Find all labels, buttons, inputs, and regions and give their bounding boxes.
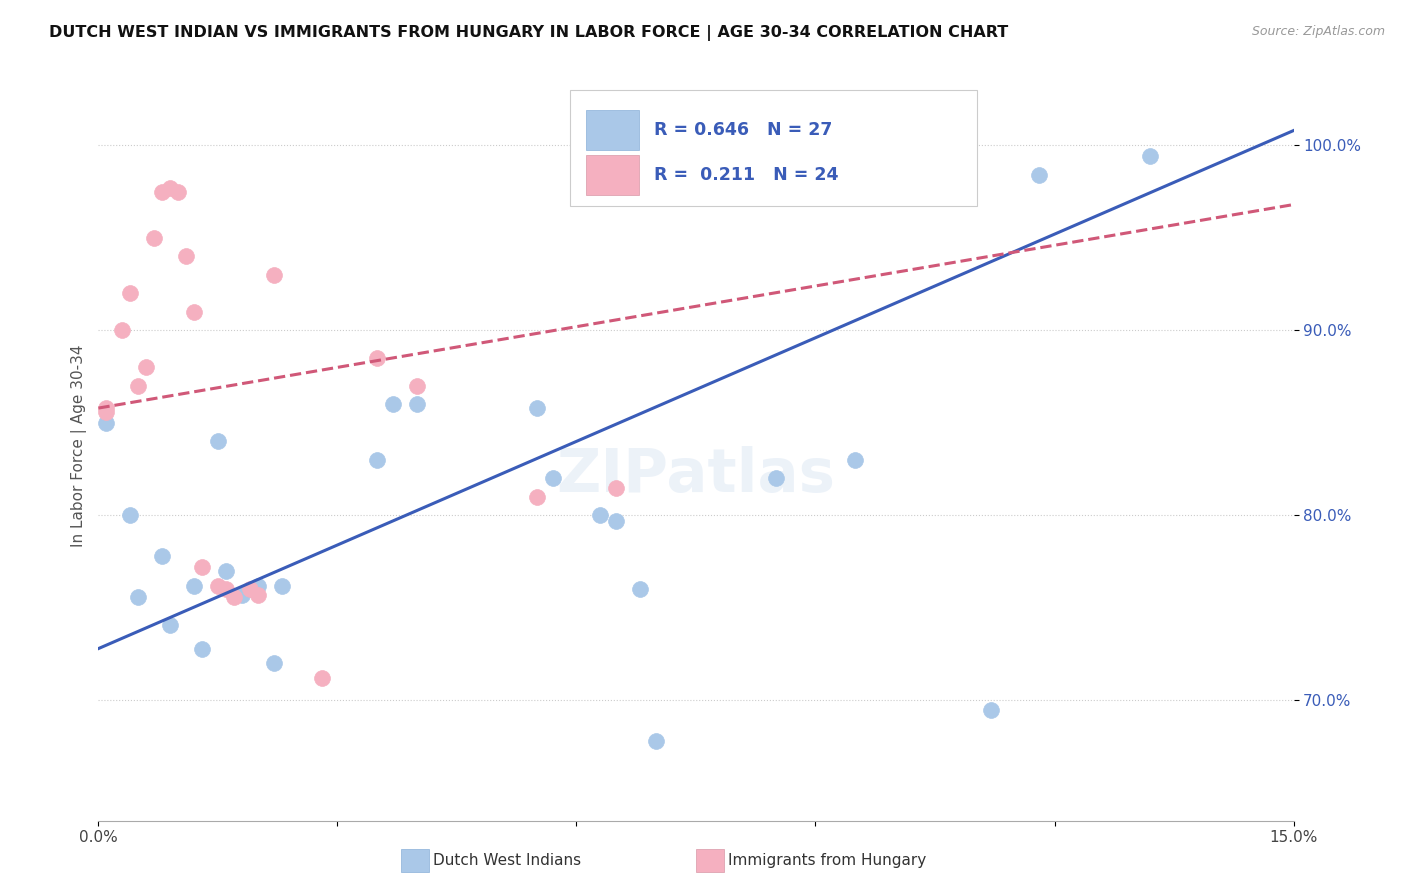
Point	[159, 181, 181, 195]
Point	[246, 579, 269, 593]
Point	[120, 286, 142, 301]
Point	[96, 405, 118, 419]
Point	[120, 508, 142, 523]
Point	[628, 582, 651, 597]
Point	[1139, 149, 1161, 163]
Point	[270, 579, 292, 593]
Point	[159, 617, 181, 632]
Point	[231, 588, 253, 602]
Point	[645, 734, 668, 748]
FancyBboxPatch shape	[586, 154, 638, 195]
Point	[222, 590, 245, 604]
Point	[215, 564, 238, 578]
Point	[246, 588, 269, 602]
Point	[366, 453, 388, 467]
Point	[239, 582, 262, 597]
Point	[191, 641, 214, 656]
Point	[183, 579, 205, 593]
Point	[215, 582, 238, 597]
Point	[406, 397, 429, 411]
Point	[1028, 168, 1050, 182]
FancyBboxPatch shape	[571, 90, 977, 206]
Point	[96, 416, 118, 430]
Point	[174, 249, 197, 263]
Point	[143, 231, 166, 245]
Point	[135, 360, 157, 375]
Point	[765, 471, 787, 485]
Text: Dutch West Indians: Dutch West Indians	[433, 854, 581, 868]
Point	[406, 379, 429, 393]
Point	[366, 351, 388, 365]
Point	[111, 323, 134, 337]
Point	[605, 481, 627, 495]
Text: R =  0.211   N = 24: R = 0.211 N = 24	[654, 166, 838, 184]
Point	[844, 453, 866, 467]
Point	[311, 671, 333, 685]
Point	[167, 185, 190, 199]
Point	[127, 590, 149, 604]
Point	[183, 305, 205, 319]
Text: R = 0.646   N = 27: R = 0.646 N = 27	[654, 120, 832, 139]
Point	[541, 471, 564, 485]
Point	[526, 490, 548, 504]
Point	[150, 185, 173, 199]
Point	[96, 401, 118, 415]
Point	[263, 268, 285, 282]
Text: ZIPatlas: ZIPatlas	[557, 447, 835, 506]
FancyBboxPatch shape	[586, 110, 638, 150]
Text: Source: ZipAtlas.com: Source: ZipAtlas.com	[1251, 25, 1385, 38]
Point	[605, 514, 627, 528]
Point	[382, 397, 405, 411]
Point	[589, 508, 612, 523]
Point	[263, 657, 285, 671]
Point	[191, 560, 214, 574]
Point	[526, 401, 548, 415]
Point	[980, 703, 1002, 717]
Point	[207, 579, 229, 593]
Point	[207, 434, 229, 449]
Point	[127, 379, 149, 393]
Text: DUTCH WEST INDIAN VS IMMIGRANTS FROM HUNGARY IN LABOR FORCE | AGE 30-34 CORRELAT: DUTCH WEST INDIAN VS IMMIGRANTS FROM HUN…	[49, 25, 1008, 41]
Point	[150, 549, 173, 563]
Text: Immigrants from Hungary: Immigrants from Hungary	[728, 854, 927, 868]
